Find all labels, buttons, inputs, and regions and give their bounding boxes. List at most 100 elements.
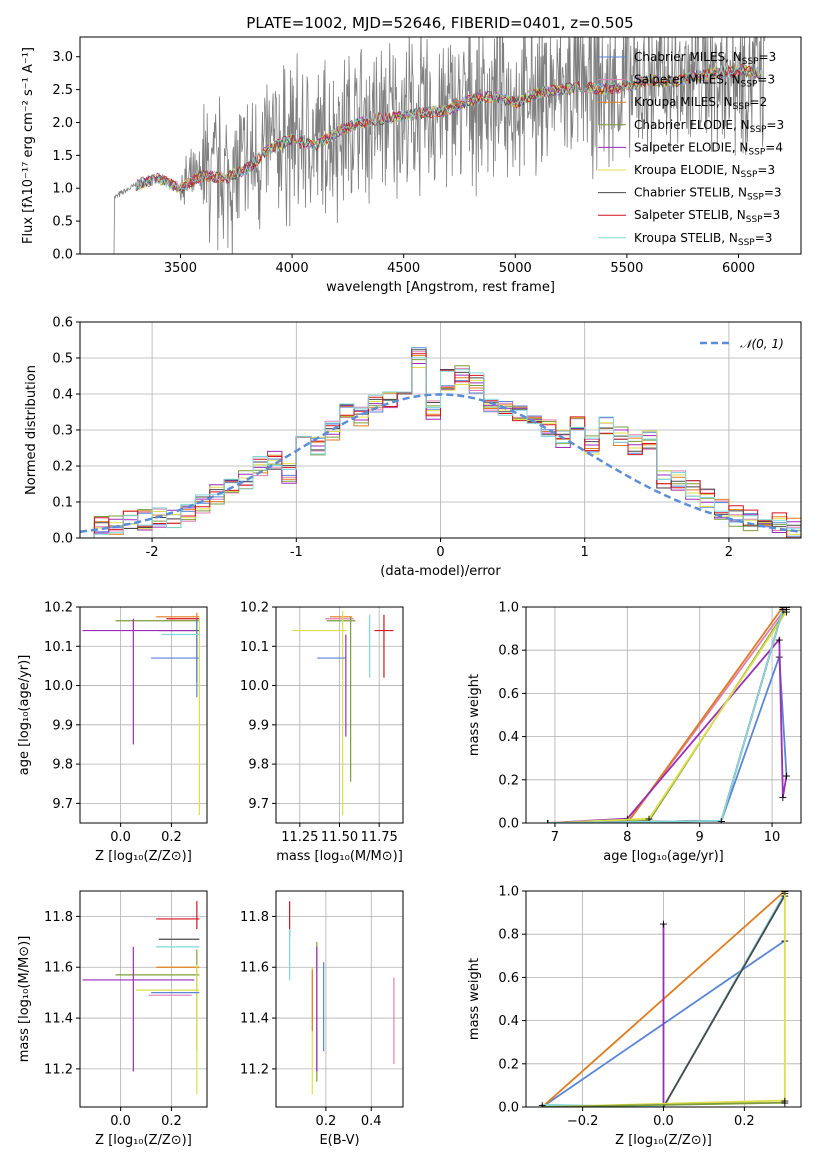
legend-label: Kroupa STELIB, NSSP=3	[634, 231, 772, 248]
legend-label: Salpeter MILES, NSSP=3	[634, 73, 775, 90]
weight-marker: +	[543, 817, 552, 830]
weight-line-kroupa-stelib	[547, 608, 784, 823]
y-tick-label: 9.8	[52, 758, 73, 773]
residual-histogram-panel: -2 -1 0 1 2 0.0 0.1 0.2 0.3 0.4 0.5 0.6 (data-model)…	[24, 316, 802, 579]
weight-line-salpeter-miles	[547, 607, 788, 823]
x-axis-label: Z [log₁₀(Z/Z⊙)]	[95, 1133, 192, 1148]
y-tick-label: 9.9	[52, 718, 73, 733]
y-axis-label: Flux [fλ10⁻¹⁷ erg cm⁻² s⁻¹ A⁻¹]	[21, 47, 36, 244]
weight-marker: +	[543, 817, 552, 830]
weight-marker: +	[538, 1101, 547, 1114]
weight-line-chabrier-stelib	[662, 894, 786, 1107]
x-tick-label: 0.2	[316, 1114, 337, 1129]
axes-frame	[79, 890, 208, 1108]
legend-count: =3	[763, 208, 781, 222]
weight-vs-age-panel: + ++++ +++++ +++ +++++ +++ +++ +++ ++7 8 9 10 0.0 0.2…	[467, 601, 802, 864]
x-tick-label: 5500	[610, 261, 643, 276]
weight-line-chabrier-elodie	[542, 1101, 785, 1107]
weight-marker: +	[717, 815, 726, 828]
x-tick-label: 0.0	[110, 1114, 131, 1129]
x-tick-label: 7	[551, 830, 559, 845]
weight-marker: +	[623, 813, 632, 826]
y-tick-label: 11.8	[240, 910, 269, 925]
legend-count: =3	[757, 163, 775, 177]
y-tick-label: 10.2	[240, 601, 269, 616]
x-tick-label: 4500	[387, 261, 420, 276]
legend-subscript: SSP	[742, 57, 759, 67]
weight-line-kroupa-elodie	[547, 610, 788, 823]
legend-subscript: SSP	[733, 102, 750, 112]
y-tick-label: 0.3	[52, 424, 73, 439]
y-tick-label: 11.8	[44, 910, 73, 925]
plot-area	[80, 322, 801, 538]
plot-area	[276, 891, 403, 1107]
y-tick-label: 0.6	[498, 687, 519, 702]
model-line-kroupa-stelib	[135, 63, 762, 194]
y-tick-label: 11.2	[240, 1062, 269, 1077]
x-tick-label: -2	[146, 545, 159, 560]
x-tick-label: 11.75	[361, 830, 398, 845]
y-tick-label: 11.4	[240, 1012, 269, 1027]
x-tick-label: 10	[764, 830, 781, 845]
weight-marker: +	[543, 817, 552, 830]
weight-marker: +	[780, 1095, 789, 1108]
gaussian-curve	[80, 393, 801, 533]
legend-subscript: SSP	[748, 147, 765, 157]
y-tick-label: 0.2	[498, 773, 519, 788]
y-tick-label: 0.1	[52, 496, 73, 511]
x-tick-label: 0.0	[653, 1114, 674, 1129]
legend-subscript: SSP	[747, 193, 764, 203]
weight-marker: +	[780, 885, 789, 898]
weight-vs-metallicity-panel: +++++++ +++++ +++ +−0.2 0.0 0.20.00.20.40.60.…	[467, 885, 802, 1148]
x-tick-label: 5000	[499, 261, 532, 276]
x-tick-label: 11.25	[281, 830, 318, 845]
y-tick-label: 1.0	[52, 182, 73, 197]
legend-label: Kroupa ELODIE, NSSP=3	[634, 163, 775, 180]
plot-area: +++++++ +++++ +++ +	[526, 885, 801, 1114]
plot-area	[80, 891, 207, 1107]
histogram-kroupa-stelib	[80, 357, 801, 538]
weight-marker: +	[778, 791, 787, 804]
weight-line-chabrier-stelib	[547, 608, 784, 823]
legend-label: Chabrier ELODIE, NSSP=3	[634, 118, 784, 135]
x-axis-label: mass [log₁₀(M/M⊙)]	[276, 849, 403, 864]
axes-frame	[525, 606, 802, 824]
legend-label: Chabrier STELIB, NSSP=3	[634, 186, 782, 203]
y-tick-label: 10.0	[44, 679, 73, 694]
legend-count: =3	[759, 50, 777, 64]
y-tick-label: 9.7	[52, 797, 73, 812]
y-tick-label: 1.0	[498, 601, 519, 616]
plot-area	[80, 607, 207, 823]
y-tick-label: 11.2	[44, 1062, 73, 1077]
weight-marker: +	[659, 917, 668, 930]
y-tick-label: 2.0	[52, 116, 73, 131]
x-axis-label: wavelength [Angstrom, rest frame]	[326, 280, 555, 295]
y-tick-label: 0.5	[52, 352, 73, 367]
x-axis-label: age [log₁₀(age/yr)]	[603, 849, 724, 864]
y-tick-label: 0.2	[498, 1057, 519, 1072]
y-tick-label: 0.5	[52, 215, 73, 230]
y-tick-label: 0.2	[52, 460, 73, 475]
mass-vs-ebv-panel: 0.2 0.4 11.2 11.4 11.6 11.8 E(B-V)	[240, 890, 404, 1148]
weight-marker: +	[543, 817, 552, 830]
plot-area	[276, 607, 403, 823]
weight-marker: +	[782, 769, 791, 782]
x-tick-label: 0.0	[110, 830, 131, 845]
y-axis-label: Normed distribution	[24, 365, 39, 495]
y-tick-label: 0.4	[52, 388, 73, 403]
x-axis-label: (data-model)/error	[380, 564, 501, 579]
y-tick-label: 0.8	[498, 928, 519, 943]
weight-marker: +	[644, 813, 653, 826]
y-tick-label: 9.7	[248, 797, 269, 812]
weight-marker: +	[538, 1101, 547, 1114]
y-tick-label: 11.6	[240, 961, 269, 976]
x-tick-label: 9	[696, 830, 704, 845]
x-tick-label: 1	[581, 545, 589, 560]
y-axis-label: age [log₁₀(age/yr)]	[17, 655, 32, 776]
y-tick-label: 1.0	[498, 885, 519, 900]
observed-spectrum	[113, 37, 766, 254]
legend-count: =3	[766, 118, 784, 132]
y-axis-label: mass weight	[467, 958, 482, 1040]
weight-marker: +	[543, 817, 552, 830]
